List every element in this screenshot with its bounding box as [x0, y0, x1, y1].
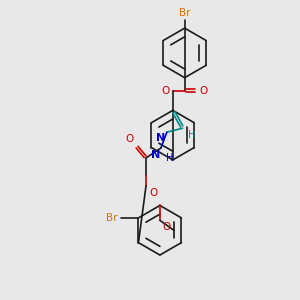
Text: Br: Br — [179, 8, 190, 18]
Text: Br: Br — [106, 213, 118, 223]
Text: H: H — [188, 130, 195, 140]
Text: N: N — [156, 133, 165, 143]
Text: O: O — [149, 188, 157, 198]
Text: O: O — [162, 85, 170, 96]
Text: O: O — [200, 85, 208, 96]
Text: H: H — [166, 153, 173, 163]
Text: O: O — [162, 222, 170, 232]
Text: N: N — [151, 150, 160, 160]
Text: O: O — [125, 134, 133, 144]
